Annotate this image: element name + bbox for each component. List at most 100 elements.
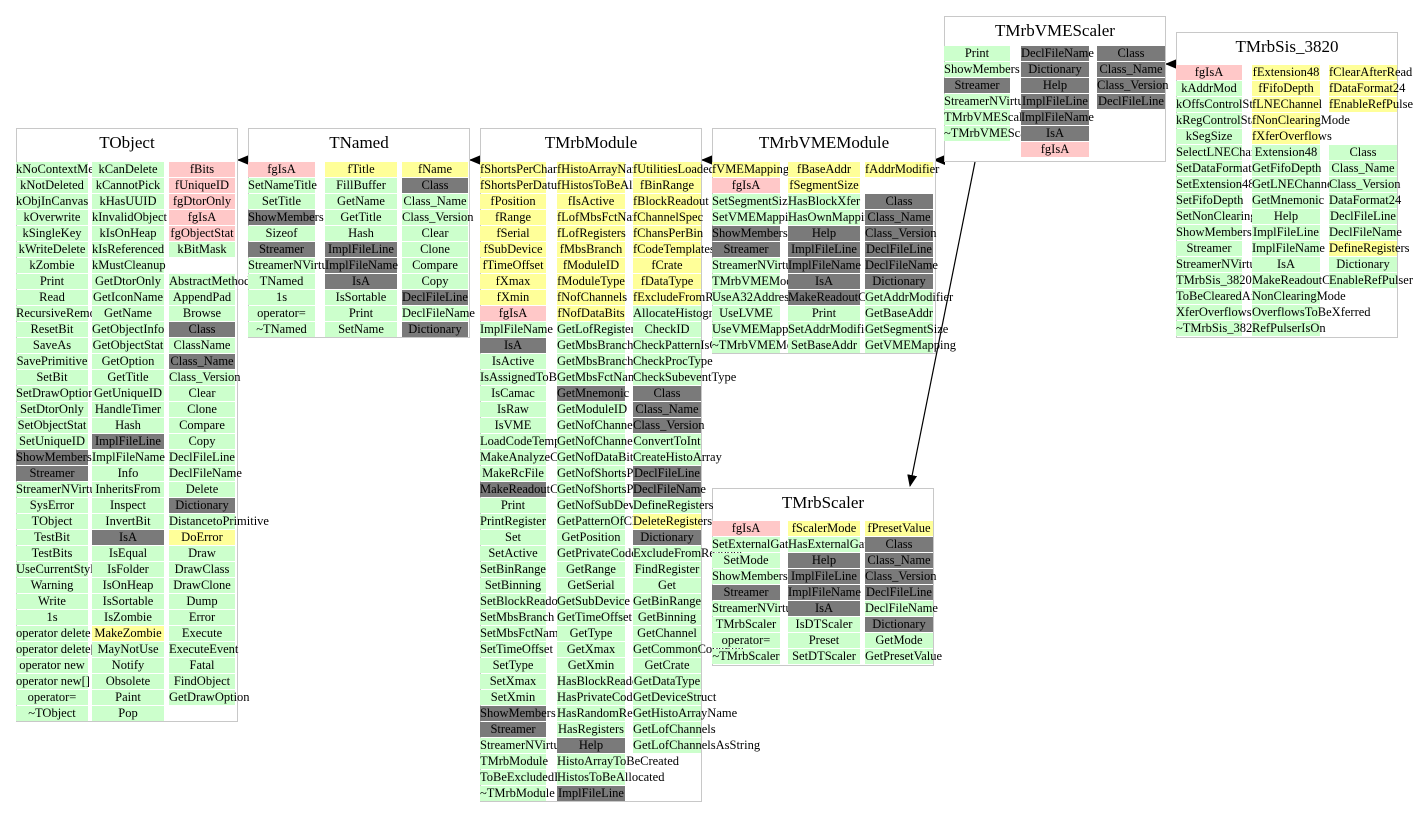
member-cell: SetSegmentSize <box>712 194 794 209</box>
member-cell: SaveAs <box>16 338 88 353</box>
member-cell: fLofMbsFctNames <box>557 210 653 225</box>
member-cell: Class_Version <box>1329 177 1401 192</box>
member-cell: operator new <box>16 658 88 673</box>
member-cell: Class <box>865 194 933 209</box>
member-cell: ImplFileName <box>1252 241 1325 256</box>
member-cell: TestBits <box>16 546 88 561</box>
member-cell: ~TNamed <box>248 322 315 337</box>
member-cell: InheritsFrom <box>92 482 164 497</box>
member-cell: kNoContextMenu <box>16 162 107 177</box>
member-cell: DeclFileName <box>865 258 938 273</box>
member-cell: SetDtorOnly <box>16 402 88 417</box>
member-cell: IsCamac <box>480 386 546 401</box>
member-cell: Draw <box>169 546 235 561</box>
class-title: TNamed <box>329 133 389 152</box>
member-cell: kWriteDelete <box>16 242 88 257</box>
member-cell: ShowMembers <box>712 226 788 241</box>
member-cell: DeclFileName <box>1021 46 1094 61</box>
member-cell: Delete <box>169 482 235 497</box>
member-cell: fSubDevice <box>480 242 546 257</box>
member-cell: Clone <box>402 242 468 257</box>
member-cell: GetLofChannelsAsString <box>633 738 761 753</box>
member-cell: GetDeviceStruct <box>633 690 717 705</box>
member-cell: AbstractMethod <box>169 274 251 289</box>
member-cell: AppendPad <box>169 290 235 305</box>
member-cell: GetXmax <box>557 642 625 657</box>
member-cell: MakeReadoutCode <box>788 290 885 305</box>
member-cell: ShowMembers <box>480 706 556 721</box>
member-cell: IsActive <box>480 354 546 369</box>
member-cell: PrintRegister <box>480 514 546 529</box>
member-cell <box>169 258 235 273</box>
member-cell: StreamerNVirtual <box>480 738 569 753</box>
member-cell: Extension48 <box>1252 145 1320 160</box>
member-cell: Class <box>402 178 468 193</box>
member-cell: StreamerNVirtual <box>712 601 801 616</box>
member-cell: SetExtension48 <box>1176 177 1255 192</box>
member-cell: IsSortable <box>92 594 164 609</box>
member-cell: Dictionary <box>865 617 933 632</box>
member-cell: GetRange <box>557 562 625 577</box>
member-cell: DrawClass <box>169 562 235 577</box>
member-cell: TMrbScaler <box>712 617 780 632</box>
member-cell: Class <box>169 322 235 337</box>
member-cell: fShortsPerDatum <box>480 178 567 193</box>
member-cell: Browse <box>169 306 235 321</box>
member-cell: SetBinning <box>480 578 546 593</box>
member-cell: fExcludeFromReadout <box>633 290 747 305</box>
member-cell: Inspect <box>92 498 164 513</box>
member-cell: fModuleID <box>557 258 625 273</box>
member-cell: Warning <box>16 578 88 593</box>
member-cell: kBitMask <box>169 242 235 257</box>
member-cell: GetMbsBranch <box>557 338 634 353</box>
member-cell: SetAddrModifier <box>788 322 875 337</box>
member-cell: kIsOnHeap <box>92 226 164 241</box>
member-cell: GetModuleID <box>557 402 628 417</box>
member-cell: EnableRefPulser <box>1329 273 1413 288</box>
member-cell: MakeRcFile <box>480 466 546 481</box>
member-cell: Dictionary <box>1021 62 1089 77</box>
member-cell: Paint <box>92 690 164 705</box>
member-cell: GetSubDevice <box>557 594 630 609</box>
member-cell: SetXmin <box>480 690 546 705</box>
member-cell: SetFifoDepth <box>1176 193 1244 208</box>
member-cell: fgObjectStat <box>169 226 235 241</box>
member-cell: fShortsPerChannel <box>480 162 575 177</box>
member-cell: DeclFileLine <box>402 290 468 305</box>
member-cell: GetNofShortsPerChannel <box>557 466 685 481</box>
member-cell: GetMbsFctName <box>557 370 644 385</box>
member-cell: operator= <box>16 690 88 705</box>
member-cell: InvertBit <box>92 514 164 529</box>
member-cell: ImplFileName <box>1021 110 1094 125</box>
member-cell: ~TMrbVMEModule <box>712 338 815 353</box>
member-cell: GetDtorOnly <box>92 274 164 289</box>
class-title: TObject <box>99 133 155 152</box>
member-cell: Get <box>633 578 701 593</box>
member-cell: ~TMrbSis_3820 <box>1176 321 1259 336</box>
member-cell: HandleTimer <box>92 402 164 417</box>
member-cell: SetActive <box>480 546 546 561</box>
member-cell: fDataFormat24 <box>1329 81 1406 96</box>
member-cell: UseLVME <box>712 306 780 321</box>
member-cell: LoadCodeTemplates <box>480 434 584 449</box>
member-cell: FindRegister <box>633 562 701 577</box>
member-cell: GetNofSubDevices <box>557 498 655 513</box>
member-cell: 1s <box>16 610 88 625</box>
member-cell: Print <box>944 46 1010 61</box>
member-cell: GetNofDataBits <box>557 450 639 465</box>
member-cell: SelectLNEChannel <box>1176 145 1273 160</box>
member-cell: kSegSize <box>1176 129 1242 144</box>
member-cell: Copy <box>402 274 468 289</box>
member-cell: RecursiveRemove <box>16 306 108 321</box>
member-cell: IsRaw <box>480 402 546 417</box>
member-cell: fBaseAddr <box>788 162 860 177</box>
member-cell: HasRandomReadout <box>557 706 661 721</box>
member-cell: kCanDelete <box>92 162 164 177</box>
member-cell: kSingleKey <box>16 226 88 241</box>
member-cell: Streamer <box>712 242 780 257</box>
member-cell: SetBinRange <box>480 562 546 577</box>
member-cell: DeclFileName <box>865 601 938 616</box>
member-cell: Dictionary <box>169 498 235 513</box>
member-cell: OverflowsToBeXferred <box>1252 305 1371 320</box>
